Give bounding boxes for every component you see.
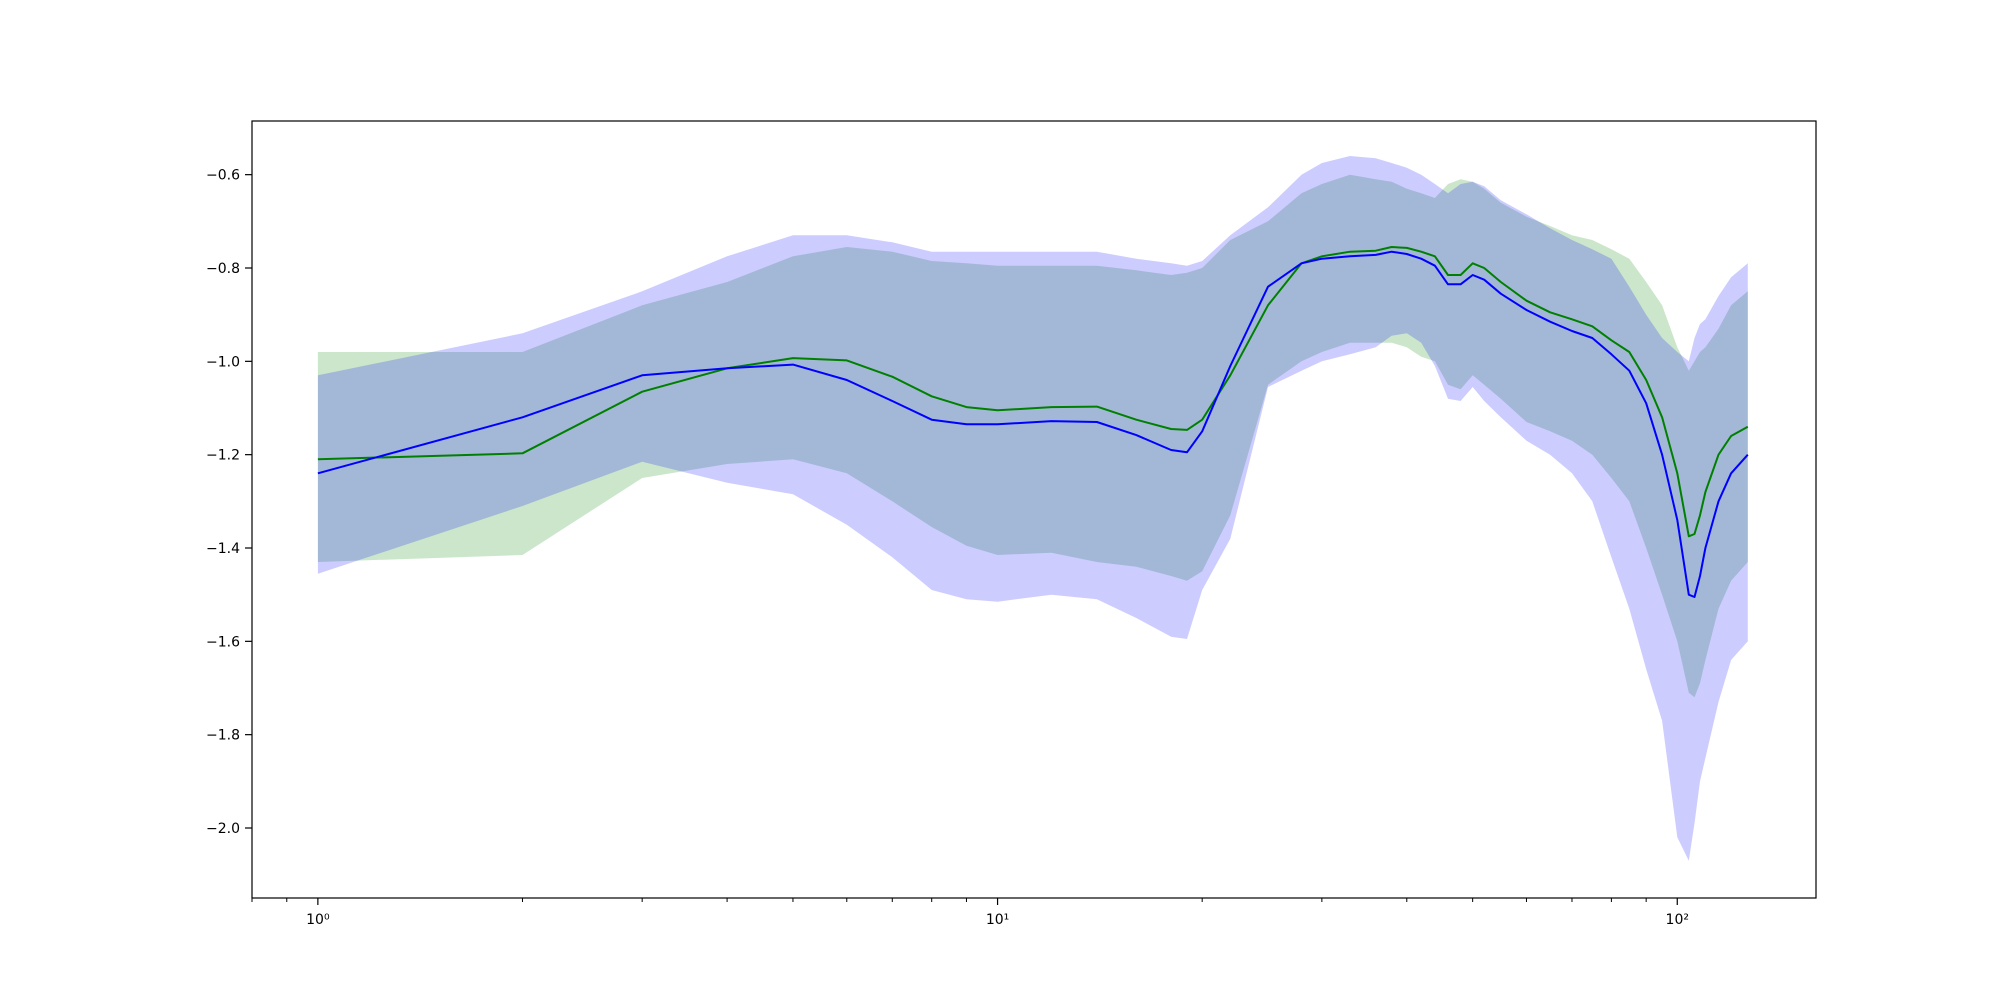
- series-lines: [317, 246, 1749, 598]
- y-tick-label: −1.6: [206, 634, 240, 650]
- y-tick-label: −1.8: [206, 728, 240, 744]
- y-tick-label: −0.6: [206, 168, 240, 184]
- series-2-line: [317, 250, 1749, 598]
- y-tick-label: −0.8: [206, 261, 240, 277]
- x-tick-label: 10⁰: [306, 912, 330, 928]
- y-axis: −0.6 −0.8 −1.0 −1.2 −1.4 −1.6 −1.8 −2.0: [206, 168, 252, 837]
- x-tick-label: 10¹: [986, 912, 1009, 928]
- series-2-band: [317, 156, 1748, 861]
- y-tick-label: −1.4: [206, 541, 240, 557]
- plot-area-frame: [251, 120, 1817, 899]
- y-tick-label: −2.0: [206, 821, 240, 837]
- y-tick-label: −1.0: [206, 354, 240, 370]
- confidence-bands: [317, 156, 1748, 861]
- series-1-band: [317, 174, 1748, 698]
- x-axis: 10⁰ 10¹ 10²: [251, 898, 1689, 928]
- series-1-line: [317, 246, 1749, 538]
- y-tick-label: −1.2: [206, 448, 240, 464]
- x-tick-label: 10²: [1666, 912, 1689, 928]
